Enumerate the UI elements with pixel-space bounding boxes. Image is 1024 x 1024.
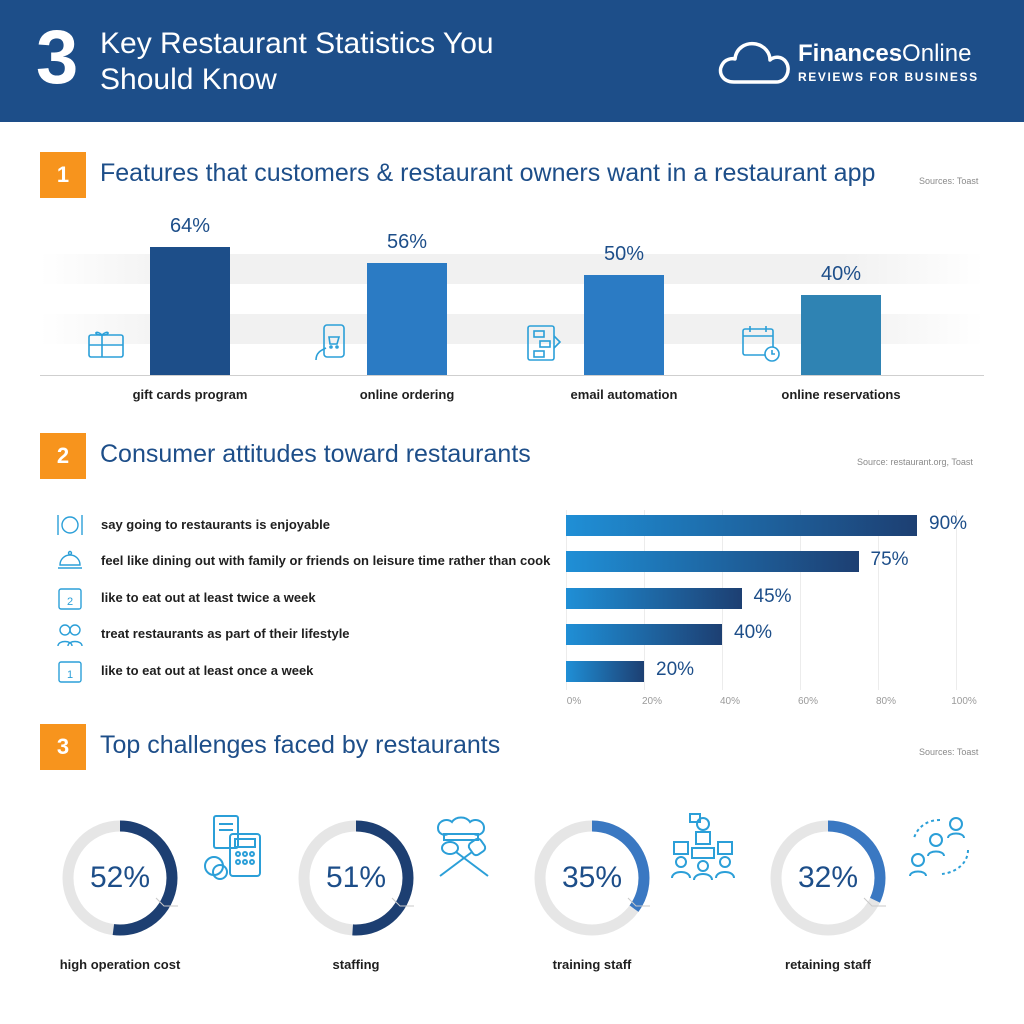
x-tick-label: 0%: [566, 696, 582, 707]
feature-bar-value: 40%: [820, 263, 862, 285]
attitude-label: say going to restaurants is enjoyable: [101, 517, 331, 532]
attitude-bar-value: 40%: [734, 622, 773, 643]
feature-bar-value: 50%: [603, 243, 645, 265]
section-2-source: Source: restaurant.org, Toast: [857, 457, 973, 467]
grid-line: [800, 510, 801, 690]
workflow-icon: [527, 325, 562, 361]
donut-arc: [298, 820, 414, 936]
attitude-bar: [566, 588, 742, 609]
attitude-bar: [566, 551, 859, 572]
challenge-label: high operation cost: [59, 957, 181, 972]
chef-tools-icon: [436, 816, 489, 877]
challenge-donut-value: 52%: [89, 861, 151, 894]
challenge-label: training staff: [552, 957, 632, 972]
donut-leader-line: [391, 897, 414, 907]
feature-bar: [801, 295, 881, 375]
donut-leader-line: [155, 897, 178, 907]
feature-bar-label: gift cards program: [132, 387, 248, 402]
donut-leader-line: [863, 897, 886, 907]
calendar-2-icon: 2: [58, 588, 82, 610]
x-tick-label: 100%: [951, 696, 977, 707]
grid-line: [956, 510, 957, 690]
section-1-badge: 1: [40, 152, 86, 198]
challenge-donut-value: 35%: [561, 861, 623, 894]
cloud-logo-icon: [718, 41, 790, 84]
x-tick-label: 20%: [641, 696, 662, 707]
challenge-donut: [770, 820, 886, 936]
dining-cloche-icon: [58, 550, 82, 569]
section-3-badge: 3: [40, 724, 86, 770]
page-title: Key Restaurant Statistics You Should Kno…: [100, 27, 494, 96]
logo-name: FinancesOnline: [798, 40, 972, 67]
attitude-label: like to eat out at least once a week: [101, 663, 314, 678]
feature-bar: [367, 263, 447, 375]
attitude-bar-value: 75%: [870, 549, 909, 570]
mobile-order-icon: [315, 324, 345, 361]
attitude-bar-value: 20%: [656, 659, 695, 680]
gift-card-icon: [88, 331, 124, 358]
section-2-badge: 2: [40, 433, 86, 479]
feature-bar-label: online reservations: [781, 387, 901, 402]
attitude-bar-value: 45%: [753, 586, 792, 607]
challenge-label: retaining staff: [785, 957, 871, 972]
challenge-donut: [298, 820, 414, 936]
training-icon: [671, 813, 735, 881]
calendar-clock-icon: [742, 326, 780, 362]
feature-bar-label: online ordering: [359, 387, 455, 402]
challenge-donut: [534, 820, 650, 936]
challenge-donut: [62, 820, 178, 936]
x-tick-label: 40%: [719, 696, 740, 707]
donut-arc: [62, 820, 178, 936]
section-3-title: Top challenges faced by restaurants: [100, 731, 501, 759]
x-tick-label: 60%: [797, 696, 818, 707]
donut-leader-line: [627, 897, 650, 907]
attitude-label: treat restaurants as part of their lifes…: [101, 626, 350, 641]
attitude-bar: [566, 624, 722, 645]
chart-baseline: [40, 375, 984, 376]
attitude-bar-value: 90%: [929, 513, 968, 534]
grid-line: [878, 510, 879, 690]
cost-calculator-icon: [204, 815, 261, 880]
header-number: 3: [36, 15, 79, 100]
challenge-donut-value: 51%: [325, 861, 387, 894]
attitude-label: like to eat out at least twice a week: [101, 590, 316, 605]
feature-bar: [584, 275, 664, 375]
challenge-donut-value: 32%: [797, 861, 859, 894]
couple-icon: [57, 624, 83, 647]
svg-text:2: 2: [67, 596, 73, 608]
challenge-label: staffing: [332, 957, 380, 972]
attitude-bar: [566, 661, 644, 682]
logo-tagline: REVIEWS FOR BUSINESS: [798, 70, 979, 84]
donut-arc: [534, 820, 650, 936]
section-2-title: Consumer attitudes toward restaurants: [100, 440, 531, 468]
calendar-1-icon: 1: [58, 661, 82, 683]
feature-bar-value: 56%: [386, 231, 428, 253]
x-tick-label: 80%: [875, 696, 896, 707]
section-1-title: Features that customers & restaurant own…: [100, 159, 876, 187]
section-3-source: Sources: Toast: [919, 747, 979, 757]
section-1-source: Sources: Toast: [919, 176, 979, 186]
feature-bar: [150, 247, 230, 375]
feature-bar-label: email automation: [570, 387, 678, 402]
donut-arc: [770, 820, 886, 936]
attitude-bar: [566, 515, 917, 536]
header-banner: 3 Key Restaurant Statistics You Should K…: [0, 0, 1024, 122]
staff-cycle-icon: [909, 817, 969, 877]
feature-bar-value: 64%: [169, 215, 211, 237]
attitude-label: feel like dining out with family or frie…: [101, 553, 551, 568]
svg-text:1: 1: [67, 669, 73, 681]
plate-cutlery-icon: [57, 515, 83, 535]
